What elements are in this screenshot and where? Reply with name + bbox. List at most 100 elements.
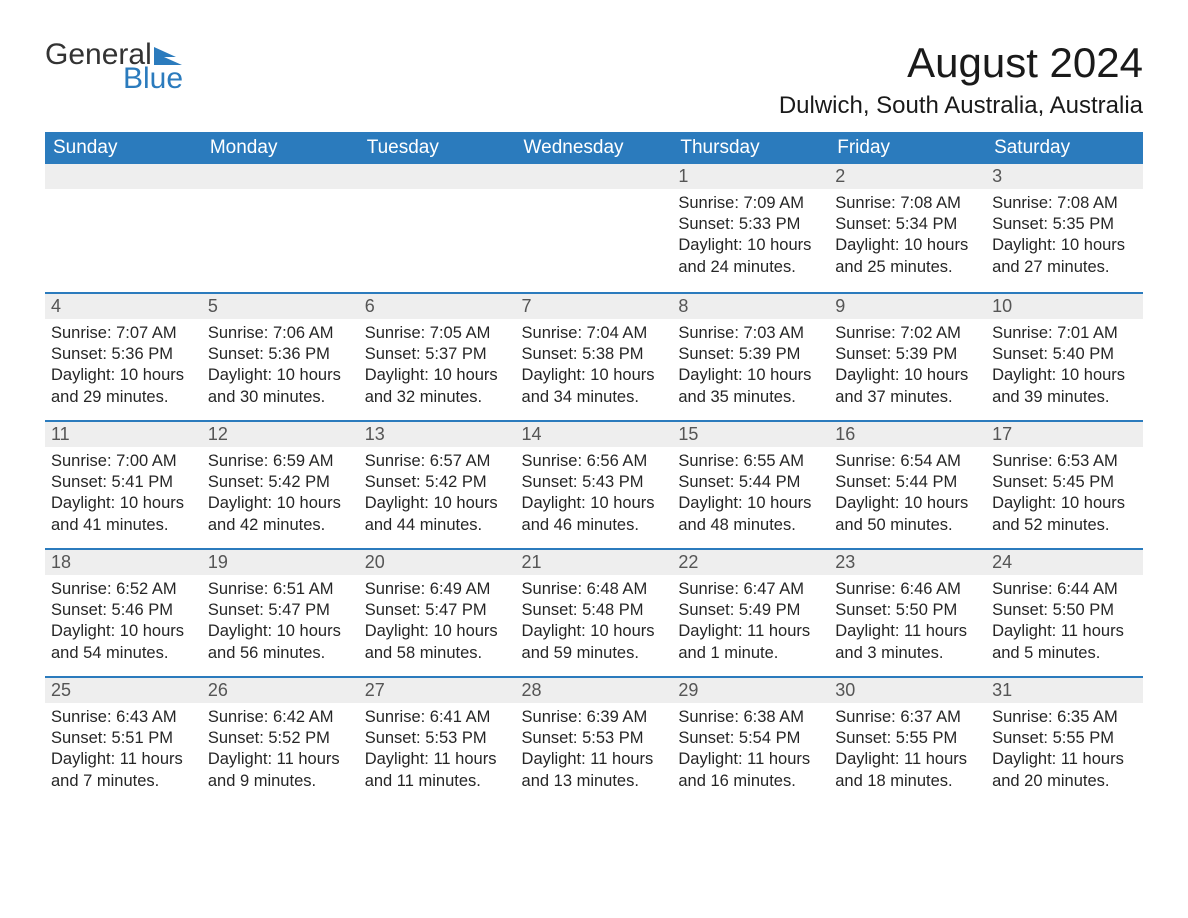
day-details: Sunrise: 6:46 AMSunset: 5:50 PMDaylight:… <box>829 575 986 671</box>
sunrise-line: Sunrise: 7:04 AM <box>522 323 667 344</box>
day-details: Sunrise: 7:08 AMSunset: 5:35 PMDaylight:… <box>986 189 1143 285</box>
sunrise-line: Sunrise: 7:08 AM <box>835 193 980 214</box>
day-details: Sunrise: 6:41 AMSunset: 5:53 PMDaylight:… <box>359 703 516 799</box>
calendar-day-cell: 24Sunrise: 6:44 AMSunset: 5:50 PMDayligh… <box>986 548 1143 676</box>
calendar-day-cell: 11Sunrise: 7:00 AMSunset: 5:41 PMDayligh… <box>45 420 202 548</box>
day-number-bar <box>359 164 516 189</box>
day-details: Sunrise: 7:05 AMSunset: 5:37 PMDaylight:… <box>359 319 516 415</box>
day-details: Sunrise: 6:35 AMSunset: 5:55 PMDaylight:… <box>986 703 1143 799</box>
day-number: 20 <box>359 548 516 575</box>
sunrise-line: Sunrise: 6:49 AM <box>365 579 510 600</box>
day-body-empty <box>45 189 202 269</box>
calendar-day-cell: 8Sunrise: 7:03 AMSunset: 5:39 PMDaylight… <box>672 292 829 420</box>
sunrise-line: Sunrise: 6:43 AM <box>51 707 196 728</box>
day-number: 27 <box>359 676 516 703</box>
day-details: Sunrise: 6:48 AMSunset: 5:48 PMDaylight:… <box>516 575 673 671</box>
day-number: 16 <box>829 420 986 447</box>
sunrise-line: Sunrise: 6:38 AM <box>678 707 823 728</box>
daylight-line: Daylight: 10 hours and 25 minutes. <box>835 235 980 277</box>
day-body-empty <box>359 189 516 269</box>
calendar-day-cell: 20Sunrise: 6:49 AMSunset: 5:47 PMDayligh… <box>359 548 516 676</box>
day-number: 18 <box>45 548 202 575</box>
sunset-line: Sunset: 5:55 PM <box>835 728 980 749</box>
day-details: Sunrise: 6:37 AMSunset: 5:55 PMDaylight:… <box>829 703 986 799</box>
daylight-line: Daylight: 11 hours and 18 minutes. <box>835 749 980 791</box>
sunset-line: Sunset: 5:55 PM <box>992 728 1137 749</box>
calendar-day-cell: 22Sunrise: 6:47 AMSunset: 5:49 PMDayligh… <box>672 548 829 676</box>
sunrise-line: Sunrise: 6:39 AM <box>522 707 667 728</box>
sunrise-line: Sunrise: 6:53 AM <box>992 451 1137 472</box>
calendar-week-row: 25Sunrise: 6:43 AMSunset: 5:51 PMDayligh… <box>45 676 1143 804</box>
sunset-line: Sunset: 5:33 PM <box>678 214 823 235</box>
daylight-line: Daylight: 11 hours and 3 minutes. <box>835 621 980 663</box>
day-number: 10 <box>986 292 1143 319</box>
day-details: Sunrise: 6:47 AMSunset: 5:49 PMDaylight:… <box>672 575 829 671</box>
day-details: Sunrise: 6:55 AMSunset: 5:44 PMDaylight:… <box>672 447 829 543</box>
daylight-line: Daylight: 11 hours and 16 minutes. <box>678 749 823 791</box>
sunrise-line: Sunrise: 6:52 AM <box>51 579 196 600</box>
daylight-line: Daylight: 11 hours and 5 minutes. <box>992 621 1137 663</box>
sunrise-line: Sunrise: 6:57 AM <box>365 451 510 472</box>
sunset-line: Sunset: 5:46 PM <box>51 600 196 621</box>
calendar-day-cell: 1Sunrise: 7:09 AMSunset: 5:33 PMDaylight… <box>672 164 829 292</box>
day-details: Sunrise: 7:08 AMSunset: 5:34 PMDaylight:… <box>829 189 986 285</box>
calendar-week-row: 4Sunrise: 7:07 AMSunset: 5:36 PMDaylight… <box>45 292 1143 420</box>
day-number: 19 <box>202 548 359 575</box>
sunset-line: Sunset: 5:35 PM <box>992 214 1137 235</box>
day-details: Sunrise: 7:09 AMSunset: 5:33 PMDaylight:… <box>672 189 829 285</box>
sunset-line: Sunset: 5:52 PM <box>208 728 353 749</box>
sunset-line: Sunset: 5:47 PM <box>365 600 510 621</box>
daylight-line: Daylight: 10 hours and 50 minutes. <box>835 493 980 535</box>
sunset-line: Sunset: 5:53 PM <box>365 728 510 749</box>
day-details: Sunrise: 6:54 AMSunset: 5:44 PMDaylight:… <box>829 447 986 543</box>
sunset-line: Sunset: 5:36 PM <box>51 344 196 365</box>
day-number: 2 <box>829 164 986 189</box>
daylight-line: Daylight: 11 hours and 7 minutes. <box>51 749 196 791</box>
daylight-line: Daylight: 11 hours and 1 minute. <box>678 621 823 663</box>
calendar-day-cell: 3Sunrise: 7:08 AMSunset: 5:35 PMDaylight… <box>986 164 1143 292</box>
sunrise-line: Sunrise: 6:48 AM <box>522 579 667 600</box>
day-number: 21 <box>516 548 673 575</box>
day-number: 23 <box>829 548 986 575</box>
sunrise-line: Sunrise: 7:06 AM <box>208 323 353 344</box>
sunrise-line: Sunrise: 6:42 AM <box>208 707 353 728</box>
calendar-day-cell: 26Sunrise: 6:42 AMSunset: 5:52 PMDayligh… <box>202 676 359 804</box>
calendar-week-row: 11Sunrise: 7:00 AMSunset: 5:41 PMDayligh… <box>45 420 1143 548</box>
weekday-header: Friday <box>829 132 986 164</box>
day-number: 5 <box>202 292 359 319</box>
calendar-day-cell: 15Sunrise: 6:55 AMSunset: 5:44 PMDayligh… <box>672 420 829 548</box>
sunset-line: Sunset: 5:50 PM <box>992 600 1137 621</box>
sunset-line: Sunset: 5:51 PM <box>51 728 196 749</box>
sunrise-line: Sunrise: 6:44 AM <box>992 579 1137 600</box>
daylight-line: Daylight: 10 hours and 37 minutes. <box>835 365 980 407</box>
daylight-line: Daylight: 10 hours and 32 minutes. <box>365 365 510 407</box>
day-number: 6 <box>359 292 516 319</box>
day-details: Sunrise: 6:53 AMSunset: 5:45 PMDaylight:… <box>986 447 1143 543</box>
sunset-line: Sunset: 5:50 PM <box>835 600 980 621</box>
sunset-line: Sunset: 5:39 PM <box>678 344 823 365</box>
day-details: Sunrise: 6:49 AMSunset: 5:47 PMDaylight:… <box>359 575 516 671</box>
day-details: Sunrise: 7:01 AMSunset: 5:40 PMDaylight:… <box>986 319 1143 415</box>
day-number: 29 <box>672 676 829 703</box>
sunrise-line: Sunrise: 6:37 AM <box>835 707 980 728</box>
sunrise-line: Sunrise: 6:51 AM <box>208 579 353 600</box>
sunset-line: Sunset: 5:48 PM <box>522 600 667 621</box>
brand-logo: General Blue <box>45 40 183 94</box>
daylight-line: Daylight: 10 hours and 30 minutes. <box>208 365 353 407</box>
weekday-header: Monday <box>202 132 359 164</box>
sunset-line: Sunset: 5:38 PM <box>522 344 667 365</box>
sunset-line: Sunset: 5:49 PM <box>678 600 823 621</box>
calendar-day-cell: 12Sunrise: 6:59 AMSunset: 5:42 PMDayligh… <box>202 420 359 548</box>
sunrise-line: Sunrise: 7:09 AM <box>678 193 823 214</box>
daylight-line: Daylight: 10 hours and 52 minutes. <box>992 493 1137 535</box>
calendar-day-cell: 23Sunrise: 6:46 AMSunset: 5:50 PMDayligh… <box>829 548 986 676</box>
calendar-table: SundayMondayTuesdayWednesdayThursdayFrid… <box>45 132 1143 804</box>
weekday-header: Sunday <box>45 132 202 164</box>
sunset-line: Sunset: 5:44 PM <box>678 472 823 493</box>
daylight-line: Daylight: 10 hours and 59 minutes. <box>522 621 667 663</box>
sunrise-line: Sunrise: 6:47 AM <box>678 579 823 600</box>
day-number: 9 <box>829 292 986 319</box>
sunset-line: Sunset: 5:34 PM <box>835 214 980 235</box>
day-details: Sunrise: 6:52 AMSunset: 5:46 PMDaylight:… <box>45 575 202 671</box>
daylight-line: Daylight: 11 hours and 9 minutes. <box>208 749 353 791</box>
